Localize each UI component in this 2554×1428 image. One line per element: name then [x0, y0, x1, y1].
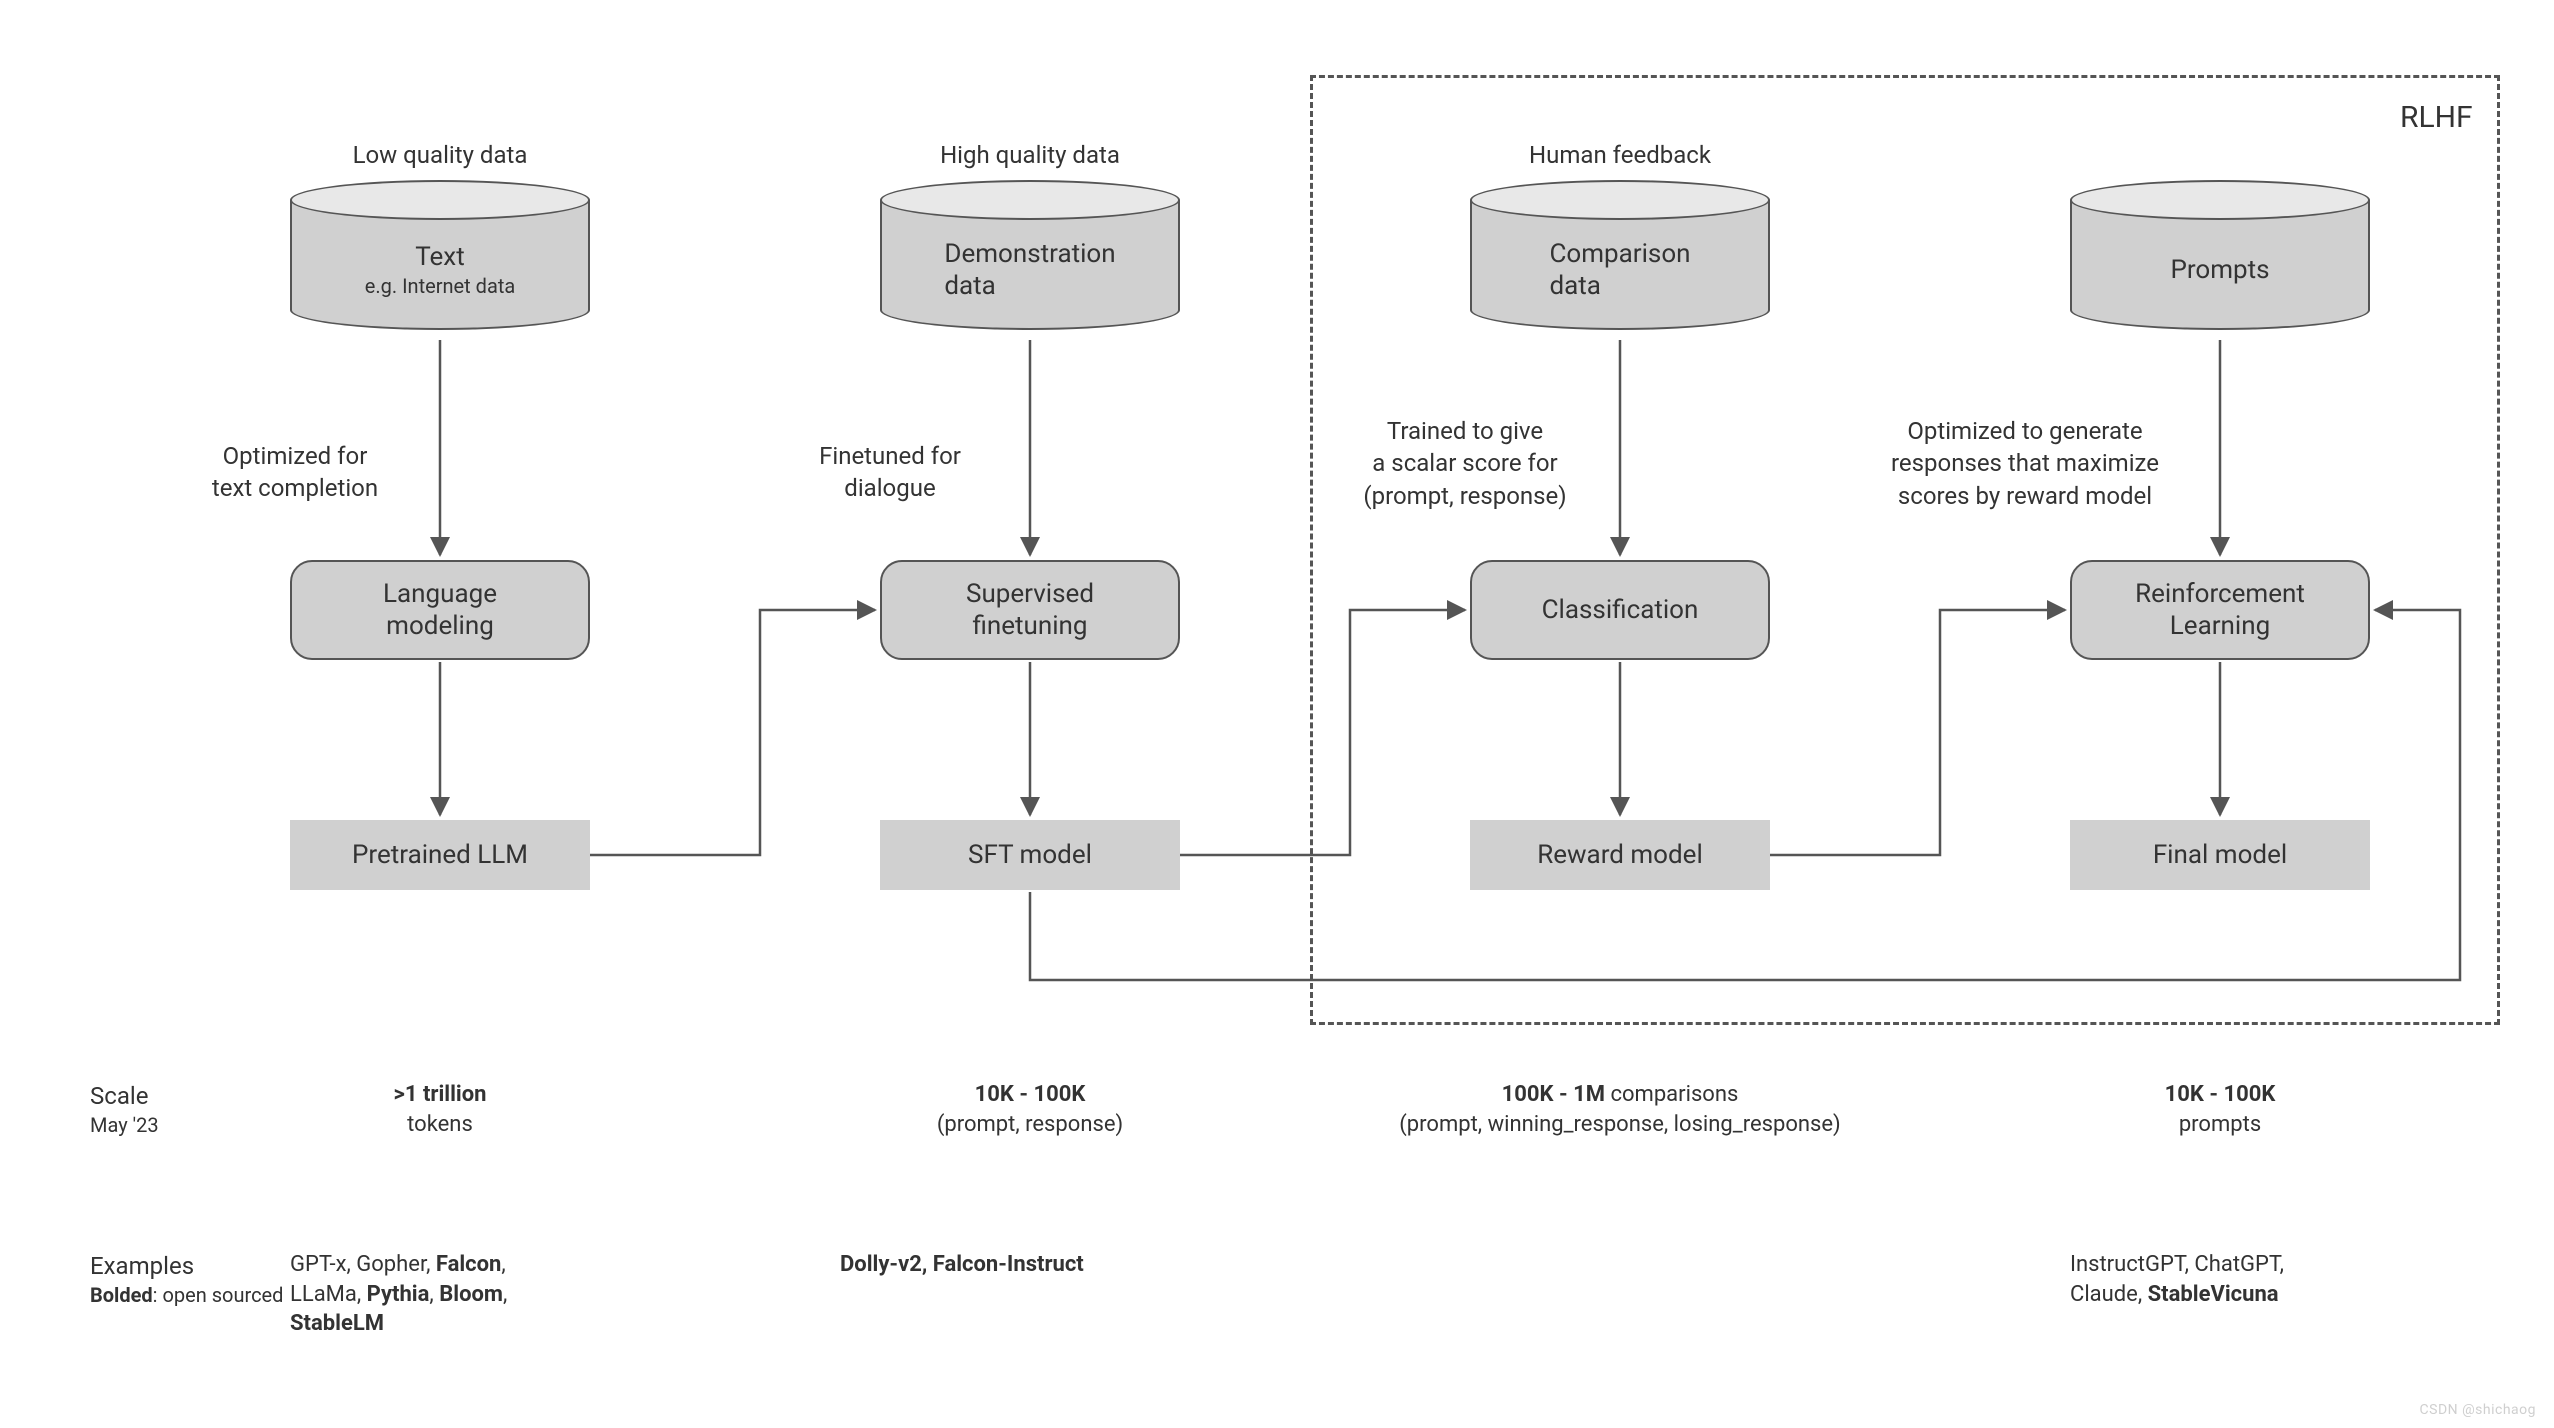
cylinder-text: Text e.g. Internet data — [290, 180, 590, 330]
examples-cell-0: GPT-x, Gopher, Falcon,LLaMa, Pythia, Blo… — [290, 1250, 630, 1339]
examples-row-label: Examples Bolded: open sourced — [90, 1250, 283, 1309]
col-header-1: High quality data — [880, 140, 1180, 171]
cyl-0-title: Text — [415, 241, 464, 274]
scale-cell-3: 10K - 100K prompts — [2070, 1080, 2370, 1139]
diagram-canvas: RLHF Low quality data High quality data … — [0, 0, 2554, 1428]
rlhf-title: RLHF — [2400, 100, 2473, 135]
cylinder-prompts: Prompts — [2070, 180, 2370, 330]
out-reward-model: Reward model — [1470, 820, 1770, 890]
cyl-1-title: Demonstrationdata — [944, 238, 1115, 303]
side-text-3: Optimized to generateresponses that maxi… — [1855, 415, 2195, 512]
scale-label-text: Scale — [90, 1080, 159, 1112]
col-header-0: Low quality data — [290, 140, 590, 171]
scale-sub-text: May '23 — [90, 1112, 159, 1139]
cyl-0-sub: e.g. Internet data — [365, 274, 516, 299]
examples-cell-1: Dolly-v2, Falcon-Instruct — [840, 1250, 1220, 1280]
cyl-2-title: Comparisondata — [1549, 238, 1690, 303]
side-text-2: Trained to givea scalar score for(prompt… — [1335, 415, 1595, 512]
side-text-1: Finetuned fordialogue — [790, 440, 990, 505]
col-header-2: Human feedback — [1470, 140, 1770, 171]
examples-cell-3: InstructGPT, ChatGPT,Claude, StableVicun… — [2070, 1250, 2390, 1309]
proc-supervised-finetuning: Supervisedfinetuning — [880, 560, 1180, 660]
out-sft-model: SFT model — [880, 820, 1180, 890]
side-text-0: Optimized fortext completion — [180, 440, 410, 505]
examples-label-text: Examples — [90, 1250, 283, 1282]
cyl-3-title: Prompts — [2170, 254, 2269, 287]
watermark: CSDN @shichaog — [2420, 1402, 2536, 1418]
scale-row-label: Scale May '23 — [90, 1080, 159, 1139]
proc-language-modeling: Languagemodeling — [290, 560, 590, 660]
scale-cell-2: 100K - 1M comparisons (prompt, winning_r… — [1370, 1080, 1870, 1139]
proc-reinforcement-learning: ReinforcementLearning — [2070, 560, 2370, 660]
out-pretrained-llm: Pretrained LLM — [290, 820, 590, 890]
scale-cell-1: 10K - 100K (prompt, response) — [880, 1080, 1180, 1139]
out-final-model: Final model — [2070, 820, 2370, 890]
cylinder-demo: Demonstrationdata — [880, 180, 1180, 330]
proc-classification: Classification — [1470, 560, 1770, 660]
cylinder-comparison: Comparisondata — [1470, 180, 1770, 330]
examples-sub-text: Bolded: open sourced — [90, 1282, 283, 1309]
scale-cell-0: >1 trillion tokens — [290, 1080, 590, 1139]
